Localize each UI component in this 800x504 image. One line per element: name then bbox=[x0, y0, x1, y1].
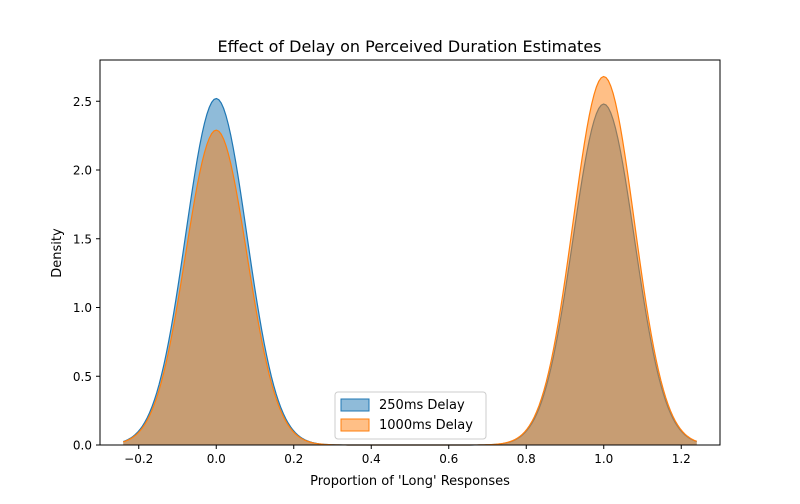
x-tick-label: 1.2 bbox=[672, 452, 691, 466]
y-tick-label: 0.0 bbox=[73, 439, 92, 453]
x-tick-label: 0.2 bbox=[284, 452, 303, 466]
plot-frame bbox=[99, 59, 721, 446]
legend-swatch-250ms bbox=[340, 398, 370, 412]
chart-title: Effect of Delay on Perceived Duration Es… bbox=[218, 37, 602, 56]
y-tick-label: 2.0 bbox=[73, 164, 92, 178]
legend: 250ms Delay 1000ms Delay bbox=[334, 391, 487, 440]
plot-area bbox=[123, 75, 697, 446]
legend-label-250ms: 250ms Delay bbox=[379, 398, 465, 413]
x-tick-label: 0.4 bbox=[362, 452, 381, 466]
x-tick-label: 0.0 bbox=[207, 452, 226, 466]
y-tick-label: 1.5 bbox=[73, 232, 92, 246]
y-tick-label: 1.0 bbox=[73, 301, 92, 315]
x-tick-label: 0.6 bbox=[439, 452, 458, 466]
x-tick-label: 0.8 bbox=[517, 452, 536, 466]
legend-label-1000ms: 1000ms Delay bbox=[379, 418, 473, 433]
density-area-1000ms-delay bbox=[123, 76, 697, 445]
y-tick-label: 2.5 bbox=[73, 95, 92, 109]
y-tick-label: 0.5 bbox=[73, 370, 92, 384]
x-tick-label: −0.2 bbox=[124, 452, 153, 466]
y-axis: 0.0 0.5 1.0 1.5 2.0 2.5 bbox=[73, 95, 100, 453]
legend-frame bbox=[334, 391, 487, 440]
legend-swatch-1000ms bbox=[340, 418, 370, 432]
y-axis-label: Density bbox=[50, 228, 65, 278]
x-axis-label: Proportion of 'Long' Responses bbox=[310, 474, 510, 489]
x-tick-label: 1.0 bbox=[594, 452, 613, 466]
x-axis: −0.2 0.0 0.2 0.4 0.6 0.8 1.0 1.2 bbox=[124, 445, 691, 466]
